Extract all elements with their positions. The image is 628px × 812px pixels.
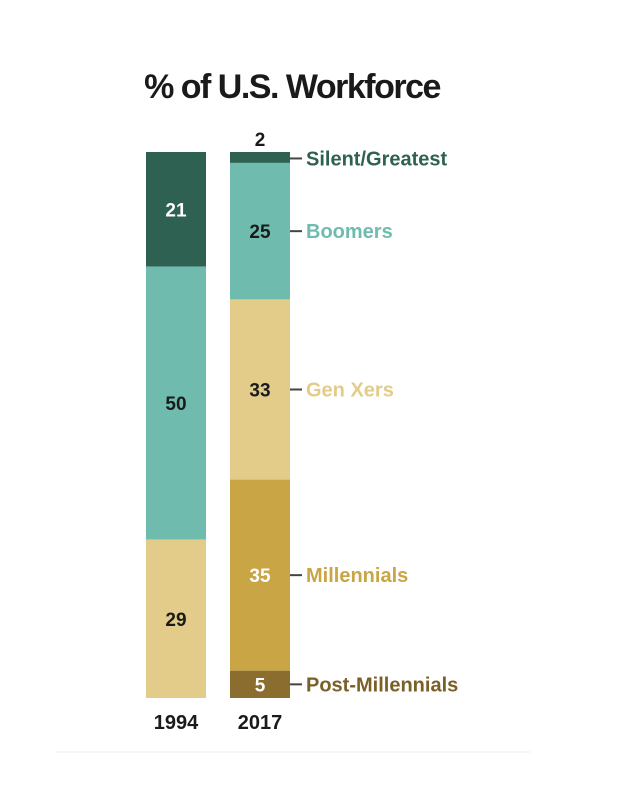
series-label-gen-xers: Gen Xers (306, 380, 394, 402)
bar-segment-1994-boomers (146, 266, 206, 540)
category-label-2017: 2017 (238, 712, 283, 734)
category-label-1994: 1994 (154, 712, 199, 734)
bar-segment-2017-millennials (230, 479, 290, 671)
series-label-post-millennials: Post-Millennials (306, 674, 458, 696)
series-labels-group: Silent/Greatest Boomers Gen Xers Millennial… (290, 148, 458, 696)
data-label-2017-millennials: 35 (249, 566, 271, 587)
data-label-1994-silent-greatest: 21 (165, 200, 187, 221)
series-label-boomers: Boomers (306, 221, 393, 243)
chart-title: % of U.S. Workforce (144, 68, 440, 106)
bar-segment-2017-post-millennials (230, 670, 290, 698)
series-label-silent-greatest: Silent/Greatest (306, 148, 448, 170)
data-label-2017-silent-greatest: 2 (255, 130, 266, 151)
bar-segment-1994-gen-xers (146, 539, 206, 698)
bar-segment-2017-gen-xers (230, 299, 290, 480)
data-label-2017-post-millennials: 5 (255, 675, 266, 696)
bar-segment-1994-silent-greatest (146, 152, 206, 267)
bar-segment-2017-silent-greatest (230, 152, 290, 163)
data-label-1994-boomers: 50 (165, 394, 186, 415)
data-label-2017-boomers: 25 (249, 222, 271, 243)
data-label-1994-gen-xers: 29 (165, 610, 186, 631)
bar-segment-2017-boomers (230, 162, 290, 300)
series-label-millennials: Millennials (306, 565, 408, 587)
data-label-2017-gen-xers: 33 (249, 381, 270, 402)
bars-group: 21 50 29 1994 2 25 33 35 5 2017 (146, 130, 290, 734)
